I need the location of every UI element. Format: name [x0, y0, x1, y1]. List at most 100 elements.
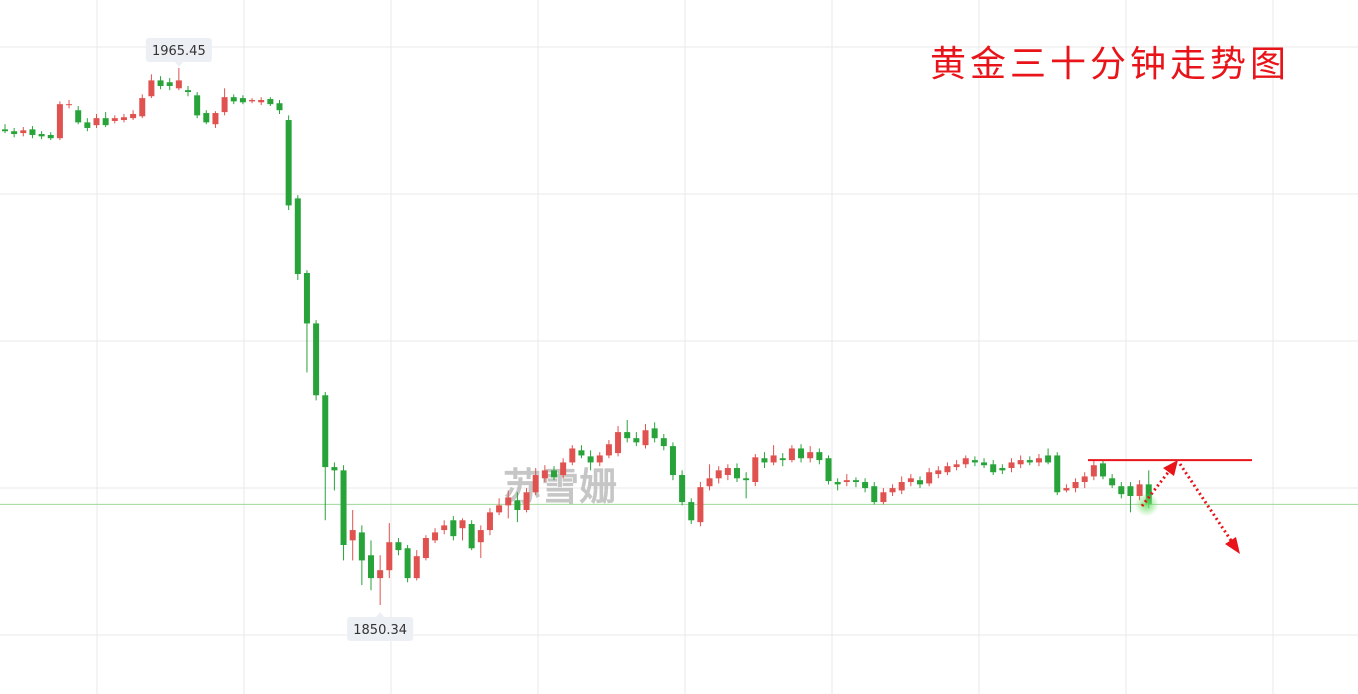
chart-title: 黄金三十分钟走势图: [930, 44, 1290, 85]
candle-body: [331, 467, 338, 471]
candle-body: [852, 480, 859, 483]
candle-body: [587, 456, 594, 463]
candle-body: [56, 104, 63, 139]
candle-body: [1118, 486, 1125, 495]
candle-body: [871, 486, 878, 503]
candle-body: [880, 492, 887, 503]
candle-body: [1136, 484, 1143, 497]
candle-body: [47, 134, 54, 139]
candle-body: [75, 110, 82, 123]
candle-body: [1090, 465, 1097, 477]
candle-body: [770, 455, 777, 463]
last-price-glow: [1134, 492, 1159, 517]
extreme-label-box: [347, 616, 414, 641]
candle-body: [615, 432, 622, 454]
candle-body: [2, 129, 8, 132]
candle-body: [432, 532, 439, 541]
candle-body: [11, 131, 18, 135]
candle-body: [368, 555, 374, 579]
candle-body: [459, 520, 466, 529]
candle-body: [697, 487, 704, 523]
extreme-label: 1850.34: [353, 623, 407, 638]
candle-body: [578, 450, 585, 456]
candle-body: [102, 118, 109, 126]
candle-body: [505, 497, 512, 506]
candle-body: [413, 556, 420, 579]
candle-body: [166, 82, 173, 86]
candle-body: [285, 120, 292, 206]
candle-body: [93, 118, 100, 126]
candle-body: [926, 472, 933, 484]
candle-body: [1008, 462, 1015, 469]
candle-body: [1109, 478, 1116, 486]
candle-body: [935, 470, 942, 475]
candle-body: [807, 452, 814, 459]
candle-body: [761, 458, 768, 463]
candle-body: [962, 458, 969, 465]
candle-body: [990, 464, 997, 473]
candle-body: [276, 103, 283, 111]
candles: 1965.45 1850.34: [0, 38, 1358, 641]
candle-body: [111, 118, 118, 121]
candle-body: [313, 323, 320, 396]
candle-body: [999, 468, 1006, 471]
candle-body: [157, 80, 164, 86]
candle-body: [66, 104, 73, 106]
candle-body: [120, 117, 127, 121]
candle-body: [907, 478, 914, 483]
candle-body: [889, 488, 896, 493]
candle-body: [1081, 476, 1088, 483]
candle-body: [139, 98, 146, 117]
candle-body: [624, 432, 631, 439]
extreme-label-box: [145, 38, 212, 63]
candle-body: [303, 273, 310, 324]
candle-body: [221, 97, 228, 113]
candle-body: [486, 512, 493, 531]
candle-body: [1063, 488, 1070, 491]
candle-body: [514, 500, 521, 511]
candle-body: [688, 502, 695, 521]
candle-body: [898, 482, 905, 491]
candle-body: [843, 480, 850, 483]
candle-body: [249, 99, 256, 102]
arrowhead: [1225, 537, 1240, 554]
candle-body: [349, 530, 356, 541]
annotation-arrows: [1140, 460, 1240, 554]
candle-body: [917, 480, 923, 485]
candle-body: [38, 134, 45, 137]
candle-body: [669, 446, 676, 476]
candle-body: [1054, 455, 1061, 493]
candle-body: [788, 448, 795, 461]
candle-body: [633, 438, 640, 443]
candle-body: [724, 468, 731, 476]
candle-body: [596, 455, 603, 463]
extreme-label-pointer: [376, 611, 385, 617]
candle-body: [185, 90, 191, 93]
candle-body: [798, 448, 805, 459]
candle-body: [1127, 486, 1134, 497]
candle-body: [1100, 463, 1106, 477]
candle-body: [660, 438, 667, 447]
candle-body: [175, 80, 182, 89]
candle-body: [523, 492, 530, 511]
candle-body: [468, 524, 475, 549]
candle-body: [194, 95, 201, 116]
candle-body: [148, 80, 155, 97]
candle-body: [651, 428, 658, 439]
candle-body: [1026, 460, 1033, 463]
candle-body: [953, 464, 960, 468]
candle-body: [834, 482, 841, 485]
candle-body: [981, 462, 988, 466]
candle-body: [816, 452, 823, 461]
candle-body: [1017, 460, 1024, 465]
candle-body: [386, 542, 393, 571]
candle-body: [569, 448, 576, 463]
watermark: 苏雪姗: [503, 464, 617, 509]
arrow-down: [1178, 463, 1234, 543]
candle-body: [441, 525, 448, 531]
candle-body: [203, 113, 210, 123]
candle-body: [1072, 482, 1079, 489]
candle-body: [358, 532, 365, 561]
candle-body: [267, 99, 274, 105]
